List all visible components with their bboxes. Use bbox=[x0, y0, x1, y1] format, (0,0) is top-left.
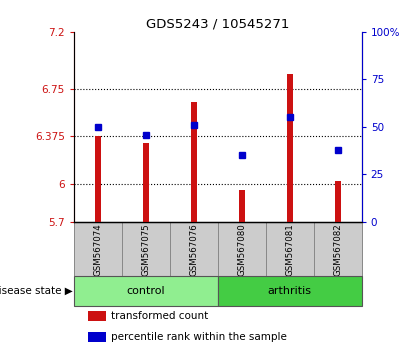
Text: GSM567074: GSM567074 bbox=[93, 223, 102, 275]
Text: percentile rank within the sample: percentile rank within the sample bbox=[111, 332, 287, 342]
Text: disease state ▶: disease state ▶ bbox=[0, 286, 73, 296]
Bar bbox=[143, 143, 149, 222]
Text: GSM567081: GSM567081 bbox=[285, 223, 294, 275]
Bar bbox=[266, 222, 314, 276]
Bar bbox=[239, 190, 245, 222]
Bar bbox=[335, 181, 341, 222]
Text: arthritis: arthritis bbox=[268, 286, 312, 296]
Bar bbox=[74, 222, 122, 276]
Bar bbox=[287, 74, 293, 222]
Text: GSM567075: GSM567075 bbox=[141, 223, 150, 275]
Bar bbox=[191, 102, 197, 222]
Bar bbox=[95, 136, 101, 222]
Text: GSM567076: GSM567076 bbox=[189, 223, 199, 275]
Text: control: control bbox=[127, 286, 165, 296]
Bar bbox=[122, 222, 170, 276]
Bar bbox=[170, 222, 218, 276]
Bar bbox=[218, 222, 266, 276]
Text: transformed count: transformed count bbox=[111, 312, 209, 321]
Bar bbox=[218, 276, 362, 306]
Title: GDS5243 / 10545271: GDS5243 / 10545271 bbox=[146, 18, 289, 31]
Text: GSM567082: GSM567082 bbox=[333, 223, 342, 275]
Text: GSM567080: GSM567080 bbox=[237, 223, 246, 275]
Bar bbox=[88, 312, 106, 321]
Bar bbox=[88, 332, 106, 342]
Bar bbox=[314, 222, 362, 276]
Bar bbox=[74, 276, 218, 306]
